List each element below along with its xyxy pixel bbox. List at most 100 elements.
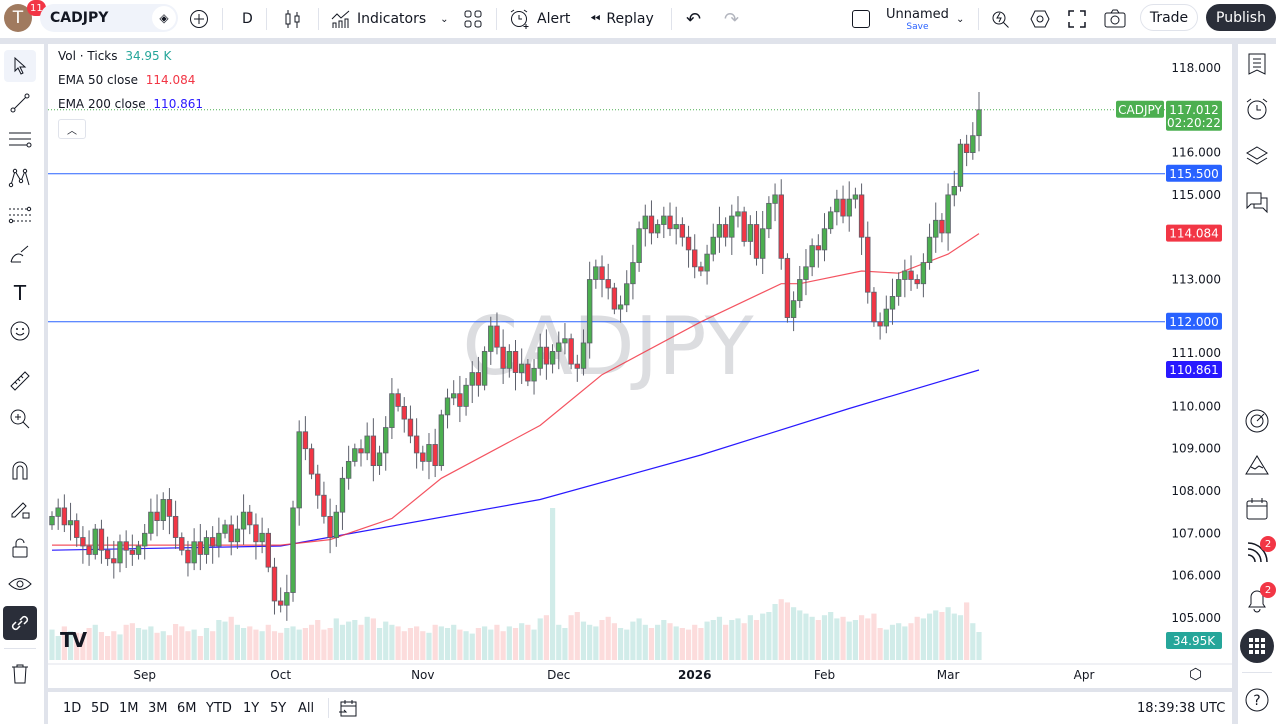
publish-button[interactable]: Publish <box>1206 4 1276 31</box>
axis-settings-button[interactable]: ⬡ <box>1189 665 1202 683</box>
fullscreen-icon <box>1068 10 1086 28</box>
range-6m[interactable]: 6M <box>177 701 197 716</box>
time-axis: Sep Oct Nov Dec 2026 Feb Mar Apr <box>48 663 1232 682</box>
volume-bar <box>692 624 698 660</box>
redo-button[interactable]: ↷ <box>724 0 739 38</box>
link-tool[interactable] <box>3 606 37 640</box>
volume-bar <box>432 624 438 660</box>
interval-button[interactable]: D <box>242 11 253 27</box>
chart-type-button[interactable] <box>284 0 302 38</box>
replay-button[interactable]: ⏪︎ Replay <box>590 11 654 27</box>
candle-body <box>321 494 327 517</box>
pine-button[interactable] <box>1241 449 1273 481</box>
settings-button[interactable] <box>1030 0 1050 38</box>
candle <box>135 540 142 560</box>
lock-drawings-tool[interactable] <box>4 532 36 564</box>
volume-bar <box>679 628 685 660</box>
candle <box>432 428 438 478</box>
horizontal-lines-tool[interactable] <box>4 124 36 156</box>
chevron-down-icon[interactable]: ⌄ <box>440 13 449 25</box>
candle-body <box>142 532 148 547</box>
range-5y[interactable]: 5Y <box>270 701 287 716</box>
ema200-legend[interactable]: EMA 200 close 110.861 <box>58 97 204 111</box>
pattern-tool[interactable] <box>4 162 36 194</box>
ema50-legend[interactable]: EMA 50 close 114.084 <box>58 73 196 87</box>
candle-body <box>933 219 939 238</box>
candle-body <box>531 367 537 382</box>
candle <box>111 540 117 579</box>
candle <box>642 204 648 247</box>
chats-button[interactable] <box>1241 186 1273 218</box>
trade-button[interactable]: Trade <box>1140 4 1198 31</box>
hide-drawings-tool[interactable] <box>4 569 36 601</box>
price-chart[interactable]: CADJPY 115.500 112.000 114.084 110.861 117.0… <box>48 44 1232 688</box>
fullscreen-button[interactable] <box>1068 0 1086 38</box>
candle-body <box>265 532 271 568</box>
volume-bar <box>407 628 414 660</box>
range-5d[interactable]: 5D <box>91 701 110 716</box>
candle <box>315 464 321 509</box>
candle <box>277 587 284 613</box>
range-1d[interactable]: 1D <box>63 701 82 716</box>
alert-button[interactable]: Alert <box>509 0 570 38</box>
target-icon <box>1245 409 1269 433</box>
camera-icon <box>1104 9 1126 28</box>
notifications-button[interactable] <box>1241 584 1273 616</box>
volume-bar <box>747 615 753 660</box>
trend-line-tool[interactable] <box>4 87 36 119</box>
alerts-panel-button[interactable] <box>1241 93 1273 125</box>
candle-body <box>488 325 494 352</box>
fib-tool[interactable] <box>4 200 36 232</box>
symbol-search[interactable]: CADJPY ◈ <box>40 4 178 32</box>
range-1y[interactable]: 1Y <box>243 701 260 716</box>
bottom-toolbar: 1D 5D 1M 3M 6M YTD 1Y 5Y All 18:39:38 UT… <box>48 692 1232 724</box>
save-link[interactable]: Save <box>906 21 929 32</box>
remove-drawings-tool[interactable] <box>4 658 36 690</box>
volume-bar <box>339 624 346 660</box>
cursor-tool[interactable] <box>4 50 36 82</box>
candle-body <box>512 351 519 373</box>
text-tool[interactable]: T <box>4 277 36 309</box>
range-all[interactable]: All <box>298 701 315 716</box>
range-ytd[interactable]: YTD <box>206 701 232 716</box>
range-1m[interactable]: 1M <box>119 701 139 716</box>
layout-select-checkbox[interactable] <box>852 0 870 38</box>
candle <box>444 388 451 429</box>
candle <box>234 515 241 549</box>
candle-body <box>98 528 105 551</box>
layout-templates-button[interactable] <box>463 0 483 38</box>
candle <box>976 92 982 152</box>
watchlist-button[interactable] <box>1241 48 1273 80</box>
clock-timezone[interactable]: 18:39:38 UTC <box>1137 701 1226 716</box>
object-tree-button[interactable] <box>1241 140 1273 172</box>
range-3m[interactable]: 3M <box>148 701 168 716</box>
magnet-tool[interactable] <box>4 454 36 486</box>
measure-tool[interactable] <box>4 365 36 397</box>
calendar-button[interactable] <box>1241 493 1273 525</box>
help-button[interactable]: ? <box>1241 684 1273 716</box>
quick-search-button[interactable] <box>991 0 1011 38</box>
stay-drawing-tool[interactable] <box>4 493 36 525</box>
ideas-button[interactable] <box>1241 405 1273 437</box>
symbol-flag-icon[interactable]: ◈ <box>152 6 176 30</box>
brush-tool[interactable] <box>4 239 36 271</box>
products-menu-button[interactable] <box>1240 629 1274 663</box>
candle-body <box>543 346 550 365</box>
candle <box>302 416 309 461</box>
emoji-tool[interactable] <box>4 315 36 347</box>
collapse-legend-button[interactable]: ︿ <box>58 119 86 139</box>
volume-bar <box>964 602 970 660</box>
go-to-date-button[interactable] <box>338 698 358 722</box>
price-tick-label: 110.000 <box>1171 399 1221 413</box>
snapshot-button[interactable] <box>1104 0 1126 38</box>
chart-pane[interactable]: CADJPY 115.500 112.000 114.084 110.861 117.0… <box>48 44 1232 688</box>
layout-name-button[interactable]: Unnamed Save <box>886 6 949 32</box>
volume-legend[interactable]: Vol · Ticks 34.95 K <box>58 49 172 63</box>
tradingview-logo[interactable]: TV <box>60 628 87 652</box>
compare-add-button[interactable] <box>189 0 209 38</box>
zoom-tool[interactable] <box>4 403 36 435</box>
indicators-button[interactable]: Indicators ⌄ <box>331 0 449 38</box>
volume-bar <box>49 629 55 660</box>
layout-menu-chevron[interactable]: ⌄ <box>956 0 964 38</box>
undo-button[interactable]: ↶ <box>686 0 701 38</box>
